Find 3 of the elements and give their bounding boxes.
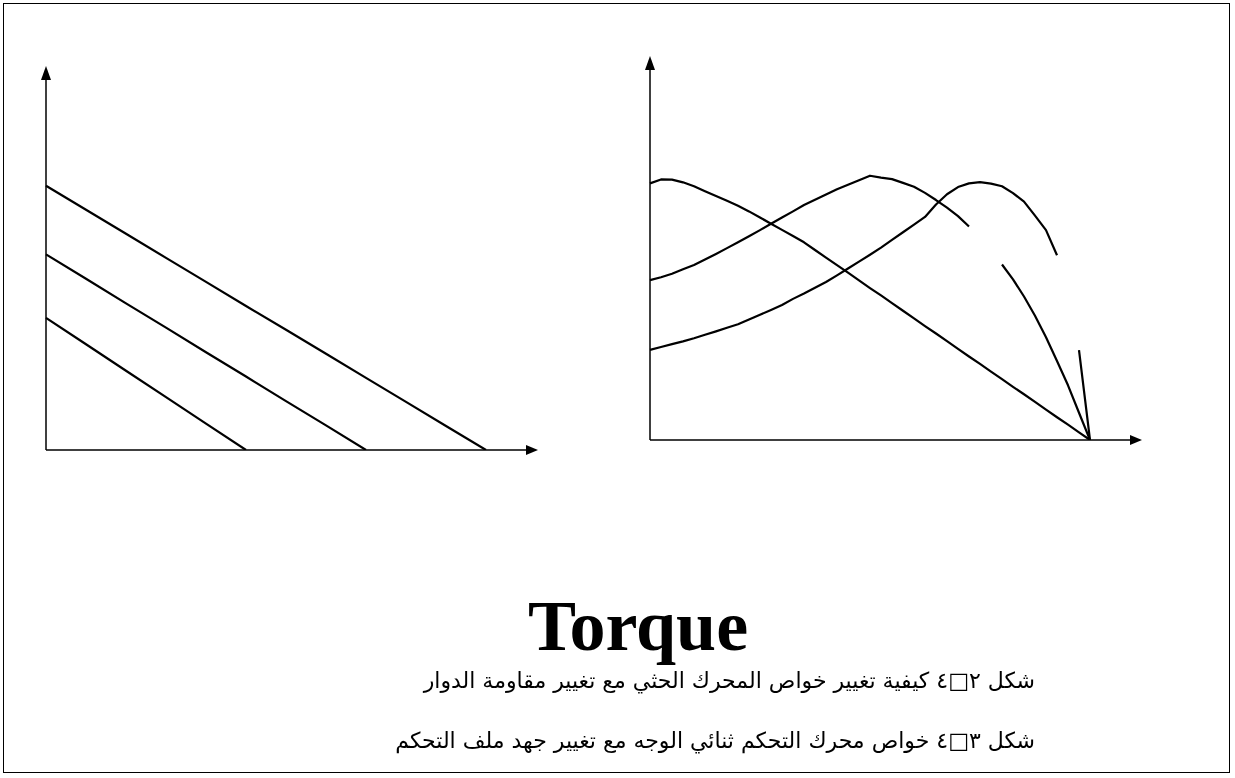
text: شكل ٣□٤ خواص محرك التحكم ثنائي الوجه مع تغيير جهد ملف التحكم [395, 728, 1035, 753]
text: Torque [528, 586, 749, 666]
text: شكل ٢□٤ كيفية تغيير خواص المحرك الحثي مع تغيير مقاومة الدوار [423, 668, 1035, 693]
